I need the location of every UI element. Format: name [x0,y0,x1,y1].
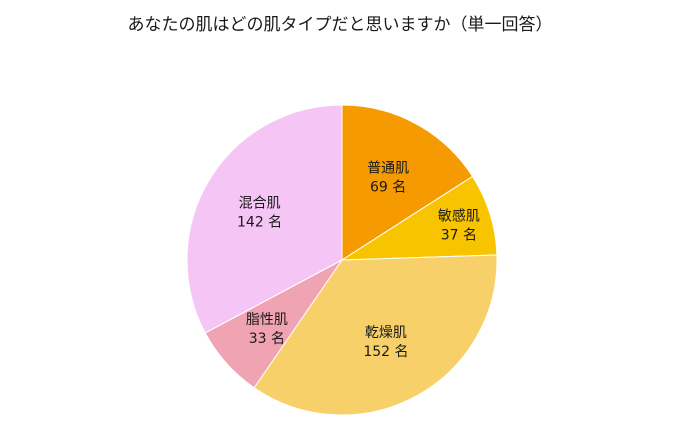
pie-slice [253,254,498,416]
slice-value-label: 152 名 [363,344,408,360]
pie-slice [186,104,343,334]
slice-value-label: 33 名 [249,331,285,347]
slice-category-label: 脂性肌 [246,312,288,328]
slice-category-label: 乾燥肌 [365,325,407,341]
pie-slice [340,175,498,261]
slice-category-label: 混合肌 [239,196,281,212]
chart-title: あなたの肌はどの肌タイプだと思いますか（単一回答） [127,15,553,35]
slice-value-label: 142 名 [237,215,282,231]
slice-category-label: 普通肌 [367,161,409,177]
slice-value-label: 69 名 [370,180,406,196]
pie-slice [341,104,474,261]
slice-category-label: 敏感肌 [438,208,480,225]
slice-value-label: 37 名 [441,228,477,244]
